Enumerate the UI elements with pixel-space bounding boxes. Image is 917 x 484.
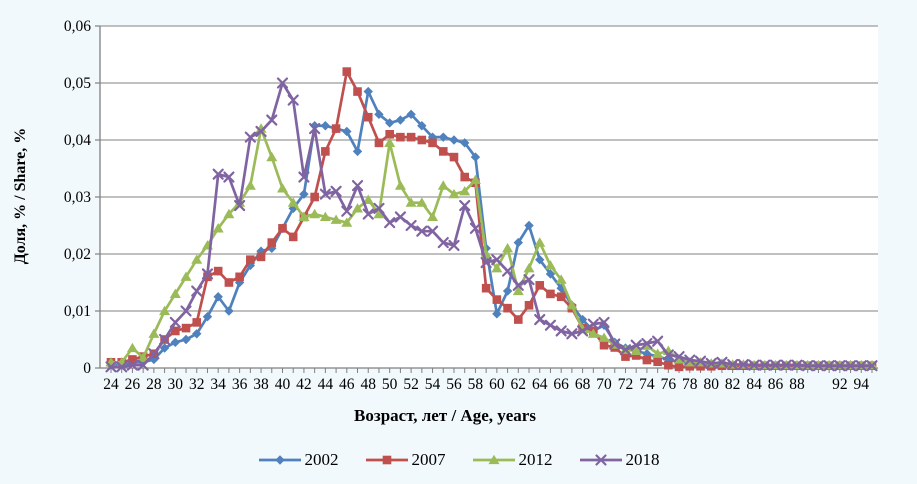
y-tick-label: 0,06 xyxy=(64,18,91,35)
x-axis-title: Возраст, лет / Age, years xyxy=(354,406,536,425)
x-tick-label: 32 xyxy=(189,376,205,393)
y-tick-label: 0,03 xyxy=(64,189,91,206)
x-tick-label: 70 xyxy=(596,376,612,393)
x-tick-label: 64 xyxy=(532,376,548,393)
x-tick-label: 72 xyxy=(618,376,634,393)
x-tick-label: 42 xyxy=(296,376,312,393)
x-tick-label: 34 xyxy=(210,376,226,393)
x-tick-label: 36 xyxy=(232,376,248,393)
legend-label: 2012 xyxy=(518,450,553,469)
x-tick-label: 94 xyxy=(854,376,870,393)
legend-triangle-marker-icon xyxy=(472,454,515,465)
x-tick-label: 54 xyxy=(425,376,441,393)
x-tick-label: 68 xyxy=(575,376,591,393)
x-tick-label: 60 xyxy=(489,376,505,393)
x-tick-label: 92 xyxy=(832,376,848,393)
y-tick-label: 0 xyxy=(83,360,91,377)
x-tick-label: 80 xyxy=(703,376,719,393)
x-tick-label: 88 xyxy=(789,376,805,393)
x-tick-label: 28 xyxy=(146,376,162,393)
x-tick-label: 50 xyxy=(382,376,398,393)
x-tick-label: 56 xyxy=(446,376,462,393)
legend-diamond-marker-icon xyxy=(258,455,301,465)
y-axis-title: Доля, % / Share, % xyxy=(12,127,29,265)
x-tick-label: 66 xyxy=(553,376,569,393)
x-tick-label: 30 xyxy=(168,376,184,393)
x-tick-label: 82 xyxy=(725,376,741,393)
x-tick-label: 78 xyxy=(682,376,698,393)
x-tick-label: 58 xyxy=(468,376,484,393)
x-tick-label: 48 xyxy=(360,376,376,393)
y-tick-label: 0,05 xyxy=(64,75,91,92)
x-tick-label: 76 xyxy=(661,376,677,393)
x-tick-label: 38 xyxy=(253,376,269,393)
legend-item-2007: 2007 xyxy=(365,450,446,470)
y-tick-label: 0,01 xyxy=(64,303,91,320)
x-tick-label: 24 xyxy=(103,376,119,393)
legend-label: 2018 xyxy=(625,450,660,469)
x-tick-label: 86 xyxy=(768,376,784,393)
x-tick-label: 26 xyxy=(125,376,141,393)
y-tick-label: 0,04 xyxy=(64,132,91,149)
legend-item-2002: 2002 xyxy=(258,450,339,470)
y-tick-label: 0,02 xyxy=(64,246,91,263)
series-2018 xyxy=(105,77,878,373)
legend: 2002 2007 2012 2018 xyxy=(0,450,917,470)
x-tick-label: 46 xyxy=(339,376,355,393)
legend-label: 2002 xyxy=(304,450,339,469)
x-tick-label: 40 xyxy=(275,376,291,393)
legend-item-2018: 2018 xyxy=(579,450,660,470)
x-tick-label: 52 xyxy=(403,376,419,393)
x-tick-label: 84 xyxy=(746,376,762,393)
legend-item-2012: 2012 xyxy=(472,450,553,470)
x-tick-label: 44 xyxy=(318,376,334,393)
legend-square-marker-icon xyxy=(365,455,408,465)
legend-x-marker-icon xyxy=(579,454,622,466)
legend-label: 2007 xyxy=(411,450,446,469)
x-tick-label: 74 xyxy=(639,376,655,393)
x-tick-label: 62 xyxy=(511,376,527,393)
